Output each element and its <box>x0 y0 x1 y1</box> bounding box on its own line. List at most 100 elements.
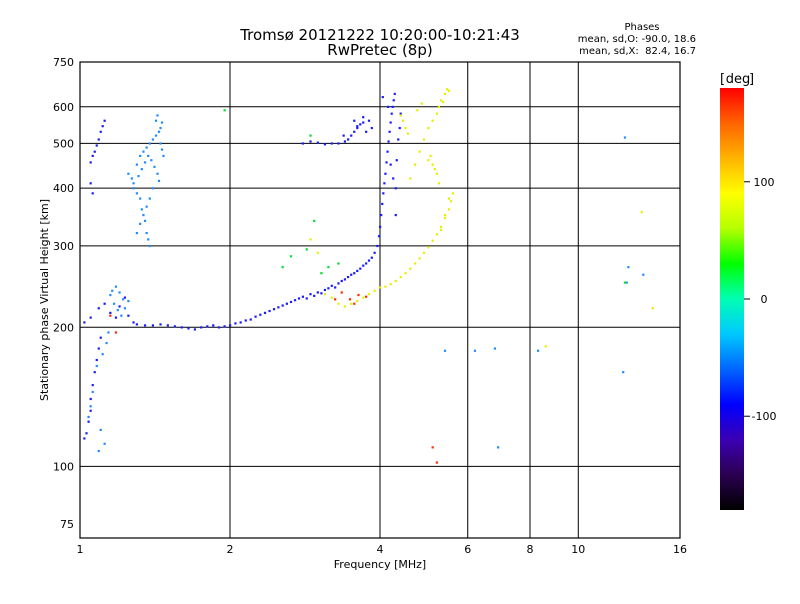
data-point <box>142 150 145 153</box>
data-point <box>289 255 293 258</box>
data-point <box>99 428 102 432</box>
data-point <box>376 244 379 248</box>
data-point <box>392 177 395 180</box>
y-tick-label: 200 <box>53 321 74 334</box>
data-point <box>143 324 147 327</box>
colorbar-ticks: -100 0 100 <box>744 176 776 423</box>
data-point <box>268 309 271 313</box>
data-point <box>91 192 94 195</box>
data-point <box>91 390 94 394</box>
data-point <box>145 205 148 208</box>
data-point <box>367 293 371 296</box>
data-point <box>350 134 353 137</box>
data-point <box>254 315 257 318</box>
data-point <box>383 182 386 185</box>
data-point <box>93 371 96 374</box>
x-tick-label: 4 <box>377 543 384 556</box>
data-point <box>139 154 142 158</box>
data-point <box>313 294 316 297</box>
data-point <box>135 323 138 326</box>
phase-stats-o: mean, sd,O: -90.0, 18.6 <box>578 34 696 45</box>
data-point <box>127 299 130 303</box>
data-point <box>159 142 162 145</box>
data-point <box>162 154 165 158</box>
y-tick-label: 600 <box>53 101 74 114</box>
data-point <box>156 172 159 175</box>
x-tick-label: 1 <box>77 543 84 556</box>
data-point <box>223 325 226 328</box>
data-point <box>413 262 417 265</box>
data-point <box>154 134 158 137</box>
y-tick-label: 750 <box>53 56 74 69</box>
data-point <box>101 125 104 128</box>
data-point <box>109 314 112 317</box>
data-point <box>140 208 143 211</box>
y-axis-label: Stationary phase Virtual Height [km] <box>38 199 51 401</box>
data-point <box>356 299 359 303</box>
data-point <box>160 121 164 124</box>
data-point <box>418 150 421 153</box>
data-point <box>143 161 147 164</box>
data-point <box>316 251 319 254</box>
data-point <box>95 358 98 362</box>
data-point <box>103 442 106 445</box>
data-point <box>394 187 397 190</box>
data-point <box>422 251 426 254</box>
x-axis-ticks: 1 2 4 6 8 10 16 <box>77 543 688 556</box>
data-point <box>642 273 645 276</box>
data-point <box>384 285 387 288</box>
data-point <box>429 154 432 158</box>
data-point <box>111 289 114 292</box>
data-point <box>380 213 383 217</box>
data-point <box>263 311 267 314</box>
data-point <box>327 287 330 290</box>
data-point <box>114 331 118 334</box>
data-point <box>443 213 447 217</box>
data-point <box>293 299 297 302</box>
data-point <box>259 313 262 316</box>
data-point <box>122 298 125 301</box>
data-point <box>445 88 449 91</box>
data-point <box>105 341 108 345</box>
data-point <box>244 319 247 322</box>
data-point <box>640 211 643 214</box>
data-point <box>381 202 384 206</box>
data-point <box>353 119 356 122</box>
data-point <box>422 138 426 141</box>
data-point <box>625 281 628 284</box>
data-point <box>212 324 215 327</box>
data-point <box>379 225 382 228</box>
data-point <box>206 325 209 328</box>
data-point <box>348 298 352 301</box>
data-point <box>330 142 333 145</box>
data-point <box>157 130 161 133</box>
data-point <box>382 192 385 195</box>
y-tick-label: 300 <box>53 240 74 253</box>
scatter-points <box>83 88 654 464</box>
y-tick-label: 75 <box>60 518 74 531</box>
x-tick-label: 10 <box>571 543 585 556</box>
data-point <box>323 288 327 292</box>
data-point <box>449 200 453 203</box>
data-point <box>435 112 438 115</box>
data-point <box>399 275 402 279</box>
grid-lines <box>80 62 680 538</box>
data-point <box>431 239 434 242</box>
data-point <box>97 347 100 350</box>
data-point <box>447 89 451 92</box>
data-point <box>350 302 353 305</box>
data-point <box>362 296 365 299</box>
data-point <box>373 289 376 292</box>
data-point <box>148 197 151 200</box>
data-point <box>337 262 340 265</box>
data-point <box>309 238 312 241</box>
data-point <box>239 321 242 324</box>
data-point <box>493 347 497 350</box>
data-point <box>229 324 232 327</box>
data-point <box>166 324 169 327</box>
data-point <box>107 331 110 334</box>
data-point <box>431 119 434 122</box>
data-point <box>416 109 419 112</box>
data-point <box>359 267 362 270</box>
data-point <box>289 300 293 304</box>
